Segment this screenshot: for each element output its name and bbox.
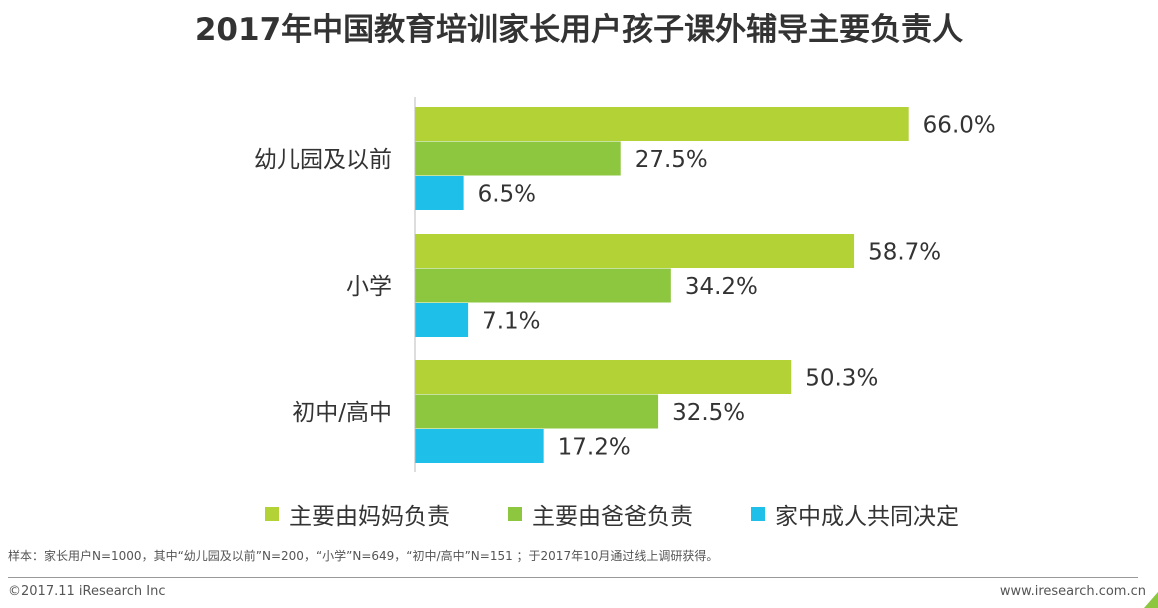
legend-item-joint: 家中成人共同决定 [751, 497, 959, 531]
legend-label: 主要由妈妈负责 [289, 504, 450, 530]
legend-label: 主要由爸爸负责 [532, 504, 693, 530]
data-label: 17.2% [558, 434, 631, 460]
bar [415, 141, 621, 176]
bar [415, 303, 469, 337]
legend-swatch [508, 507, 522, 521]
bar [415, 234, 855, 268]
bar [415, 176, 464, 210]
legend-item-mom: 主要由妈妈负责 [265, 497, 450, 531]
legend-swatch [751, 507, 765, 521]
legend: 主要由妈妈负责 主要由爸爸负责 家中成人共同决定 [265, 497, 959, 531]
divider [8, 577, 1138, 578]
data-label: 27.5% [635, 147, 708, 173]
legend-swatch [265, 507, 279, 521]
data-label: 66.0% [923, 112, 996, 138]
sample-note: 样本：家长用户N=1000，其中“幼儿园及以前”N=200，“小学”N=649，… [8, 549, 719, 563]
bar [415, 268, 671, 303]
website-link[interactable]: www.iresearch.com.cn [999, 584, 1146, 599]
legend-item-dad: 主要由爸爸负责 [508, 497, 693, 531]
data-label: 50.3% [805, 365, 878, 391]
chart-title: 2017年中国教育培训家长用户孩子课外辅导主要负责人 [194, 12, 964, 48]
category-label: 幼儿园及以前 [254, 147, 392, 173]
bar [415, 394, 659, 429]
data-label: 32.5% [672, 400, 745, 426]
legend-label: 家中成人共同决定 [775, 504, 959, 530]
data-label: 34.2% [685, 274, 758, 300]
bar [415, 429, 544, 463]
category-label: 小学 [346, 274, 392, 300]
copyright: ©2017.11 iResearch Inc [8, 584, 166, 599]
bar-chart: 幼儿园及以前 66.0% 27.5% 6.5% 小学 58.7% 34.2% 7.1% 初中/高… [254, 97, 996, 472]
corner-decoration [1144, 592, 1158, 608]
data-label: 6.5% [478, 181, 536, 207]
category-label: 初中/高中 [292, 400, 392, 426]
bar [415, 360, 792, 394]
data-label: 7.1% [482, 308, 540, 334]
bar [415, 107, 909, 141]
data-label: 58.7% [868, 239, 941, 265]
